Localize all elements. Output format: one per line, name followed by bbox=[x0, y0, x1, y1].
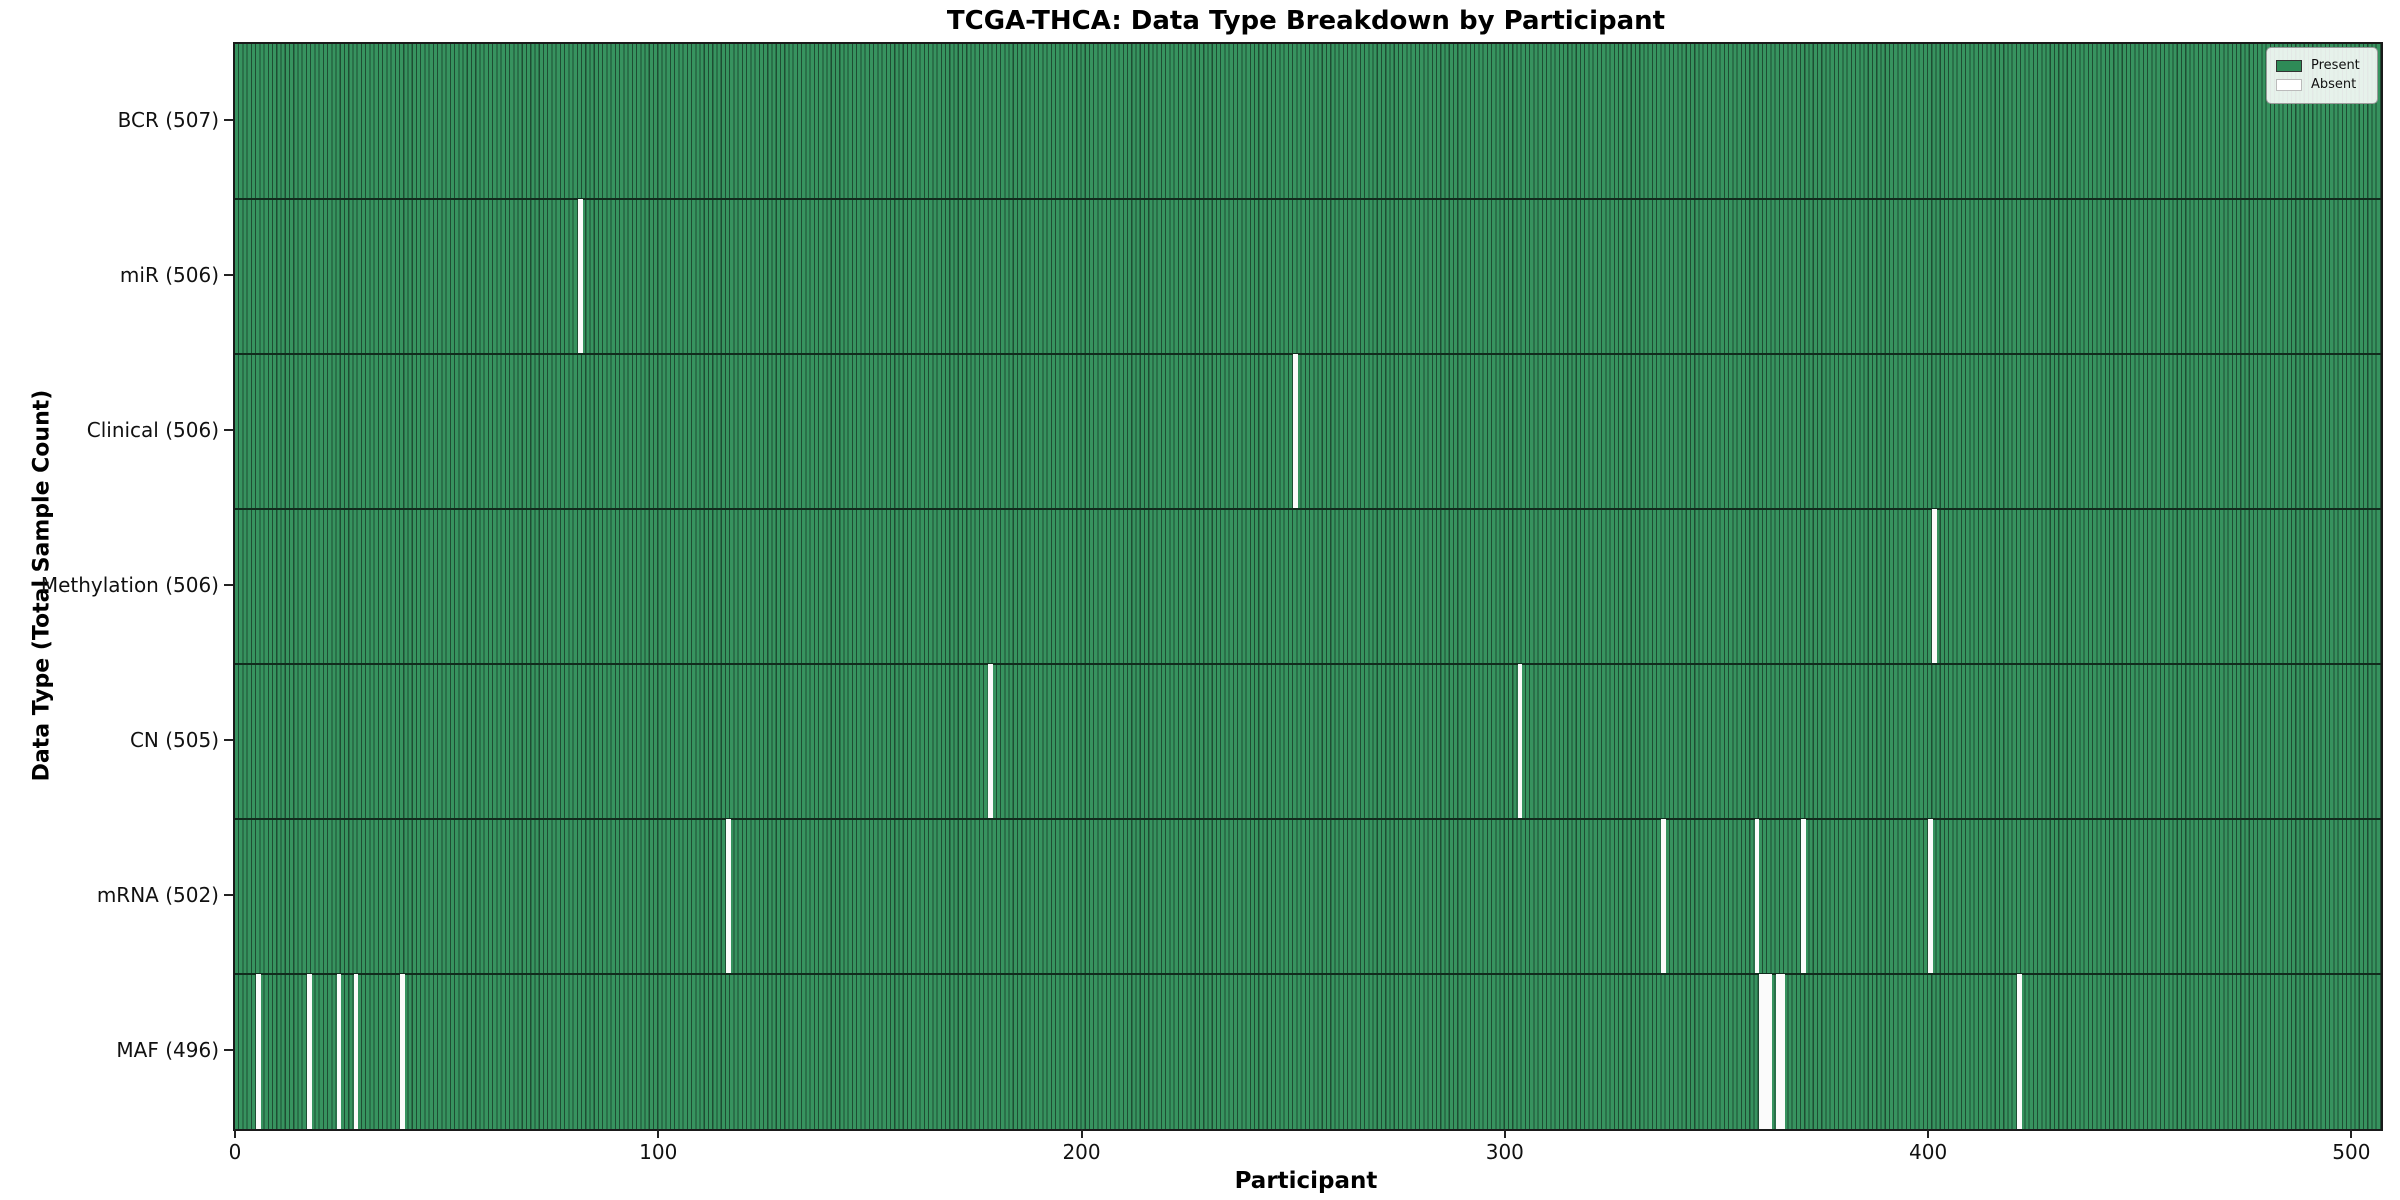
xtick-mark bbox=[1503, 1129, 1506, 1138]
x-axis-label: Participant bbox=[1234, 1168, 1378, 1194]
absent-bar-MAF-24 bbox=[336, 974, 342, 1129]
absent-bar-MAF-28 bbox=[353, 974, 359, 1129]
ytick-mark bbox=[224, 893, 233, 896]
absent-bar-MAF-365 bbox=[1779, 974, 1785, 1129]
legend-label-present: Present bbox=[2311, 58, 2360, 73]
xtick-label-500: 500 bbox=[2332, 1140, 2371, 1164]
row-divider bbox=[235, 508, 2381, 510]
legend-label-absent: Absent bbox=[2311, 77, 2357, 92]
absent-bar-CN-303 bbox=[1517, 664, 1523, 819]
absent-bar-MAF-39 bbox=[400, 974, 405, 1129]
absent-bar-mRNA-400 bbox=[1928, 819, 1933, 974]
absent-bar-Clinical-250 bbox=[1293, 354, 1298, 509]
absent-bar-Methylation-401 bbox=[1932, 509, 1938, 664]
xtick-mark bbox=[657, 1129, 660, 1138]
ytick-mark bbox=[224, 1048, 233, 1051]
legend: Present Absent bbox=[2266, 47, 2378, 104]
legend-entry-present: Present bbox=[2276, 58, 2368, 74]
ytick-label-Methylation: Methylation (506) bbox=[40, 572, 219, 597]
absent-bar-CN-178 bbox=[988, 664, 994, 819]
ytick-mark bbox=[224, 273, 233, 276]
chart-title: TCGA-THCA: Data Type Breakdown by Partic… bbox=[946, 6, 1666, 36]
xtick-mark bbox=[1080, 1129, 1083, 1138]
xtick-label-300: 300 bbox=[1485, 1140, 1524, 1164]
ytick-mark bbox=[224, 738, 233, 741]
row-divider bbox=[235, 663, 2381, 665]
absent-bar-MAF-421 bbox=[2016, 974, 2022, 1129]
absent-bar-MAF-361 bbox=[1763, 974, 1768, 1129]
legend-entry-absent: Absent bbox=[2276, 77, 2368, 93]
absent-bar-mRNA-337 bbox=[1661, 819, 1667, 974]
legend-swatch-present bbox=[2276, 60, 2302, 72]
row-divider bbox=[235, 818, 2381, 820]
heatmap-plot bbox=[233, 42, 2383, 1131]
xtick-label-100: 100 bbox=[639, 1140, 678, 1164]
absent-bar-MAF-364 bbox=[1775, 974, 1781, 1129]
xtick-mark bbox=[2350, 1129, 2353, 1138]
row-divider bbox=[235, 353, 2381, 355]
legend-swatch-absent bbox=[2276, 79, 2302, 91]
row-divider bbox=[235, 973, 2381, 975]
ytick-label-CN: CN (505) bbox=[129, 727, 219, 752]
xtick-label-0: 0 bbox=[228, 1140, 242, 1164]
absent-bar-mRNA-370 bbox=[1801, 819, 1806, 974]
ytick-mark bbox=[224, 583, 233, 586]
absent-bar-MAF-362 bbox=[1767, 974, 1773, 1129]
absent-bar-MAF-5 bbox=[256, 974, 261, 1129]
ytick-mark bbox=[224, 428, 233, 431]
ytick-label-Clinical: Clinical (506) bbox=[86, 417, 219, 442]
absent-bar-miR-81 bbox=[577, 199, 583, 354]
xtick-label-200: 200 bbox=[1062, 1140, 1101, 1164]
ytick-label-mRNA: mRNA (502) bbox=[96, 882, 219, 907]
ytick-mark bbox=[224, 118, 233, 121]
absent-bar-MAF-17 bbox=[306, 974, 312, 1129]
ytick-label-miR: miR (506) bbox=[119, 262, 219, 287]
absent-bar-mRNA-359 bbox=[1754, 819, 1760, 974]
absent-bar-MAF-360 bbox=[1758, 974, 1764, 1129]
absent-bar-mRNA-116 bbox=[725, 819, 731, 974]
xtick-mark bbox=[234, 1129, 236, 1138]
row-divider bbox=[235, 198, 2381, 200]
xtick-label-400: 400 bbox=[1909, 1140, 1948, 1164]
xtick-mark bbox=[1927, 1129, 1930, 1138]
ytick-label-MAF: MAF (496) bbox=[116, 1037, 219, 1062]
ytick-label-BCR: BCR (507) bbox=[117, 107, 219, 132]
